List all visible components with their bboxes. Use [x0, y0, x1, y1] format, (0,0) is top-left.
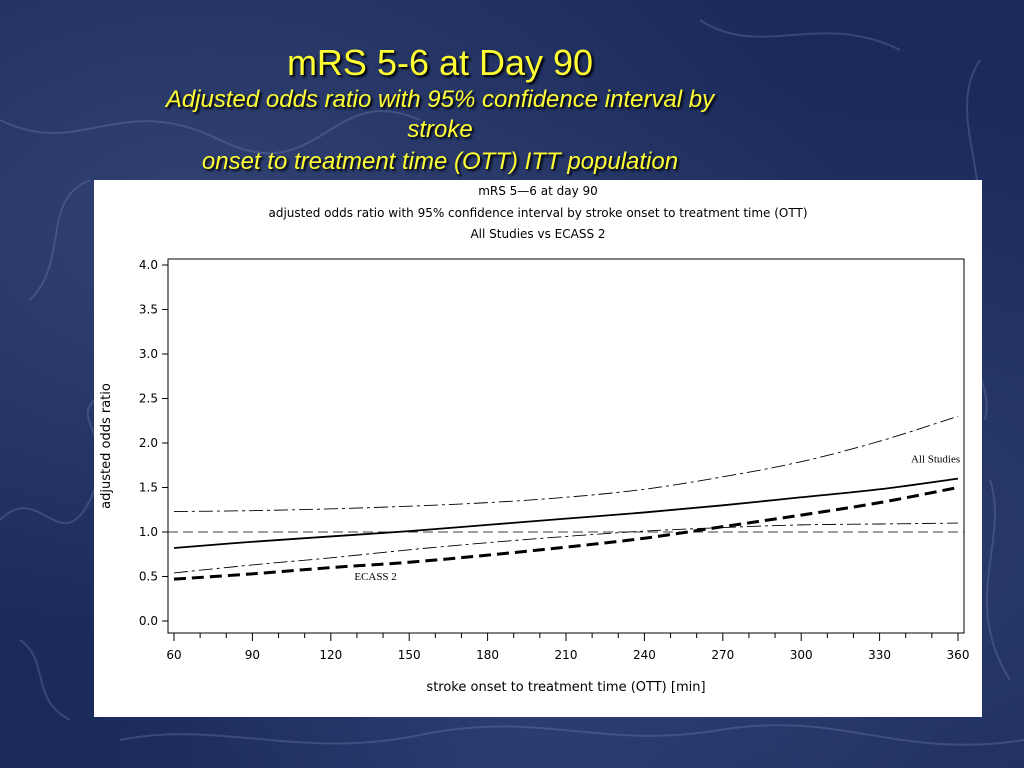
chart-title-line-3: All Studies vs ECASS 2	[470, 227, 605, 241]
chart-title-line-1: mRS 5—6 at day 90	[478, 184, 598, 198]
slide-subtitle-line3: onset to treatment time (OTT) ITT popula…	[201, 148, 679, 175]
y-tick-label: 2.5	[139, 392, 158, 406]
x-tick-label: 120	[319, 648, 342, 662]
annotation-ecass2: ECASS 2	[354, 571, 397, 583]
series-lower-ci	[173, 522, 959, 574]
y-tick-label: 3.5	[139, 303, 158, 317]
series-upper-ci	[173, 415, 959, 512]
chart-panel: mRS 5—6 at day 90 adjusted odds ratio wit…	[94, 180, 982, 717]
x-tick-label: 360	[947, 648, 970, 662]
chart-title-line-2: adjusted odds ratio with 95% confidence …	[268, 206, 807, 220]
x-tick-label: 300	[790, 648, 813, 662]
y-tick-label: 1.5	[139, 481, 158, 495]
y-tick-label: 2.0	[139, 436, 158, 450]
y-tick-label: 4.0	[139, 258, 158, 272]
x-tick-label: 270	[711, 648, 734, 662]
odds-ratio-chart: mRS 5—6 at day 90 adjusted odds ratio wit…	[99, 184, 970, 695]
y-tick-label: 0.0	[139, 614, 158, 628]
x-tick-label: 210	[555, 648, 578, 662]
plot-frame	[167, 258, 965, 634]
annotation-all-studies: All Studies	[911, 454, 960, 466]
y-axis-label: adjusted odds ratio	[99, 383, 114, 509]
slide-subtitle-line1: Adjusted odds ratio with 95% confidence …	[165, 86, 715, 113]
y-tick-label: 1.0	[139, 525, 158, 539]
y-tick-label: 3.0	[139, 347, 158, 361]
slide-title: mRS 5-6 at Day 90	[286, 42, 594, 83]
series-ecass2-estimate	[173, 486, 959, 581]
x-tick-label: 180	[476, 648, 499, 662]
series-all-studies-estimate	[173, 477, 959, 549]
x-tick-label: 240	[633, 648, 656, 662]
x-tick-label: 330	[868, 648, 891, 662]
x-tick-label: 90	[245, 648, 260, 662]
x-tick-label: 150	[398, 648, 421, 662]
slide-subtitle-line2: stroke	[407, 116, 473, 143]
x-tick-label: 60	[166, 648, 181, 662]
y-tick-label: 0.5	[139, 570, 158, 584]
x-axis-label: stroke onset to treatment time (OTT) [mi…	[426, 680, 705, 695]
